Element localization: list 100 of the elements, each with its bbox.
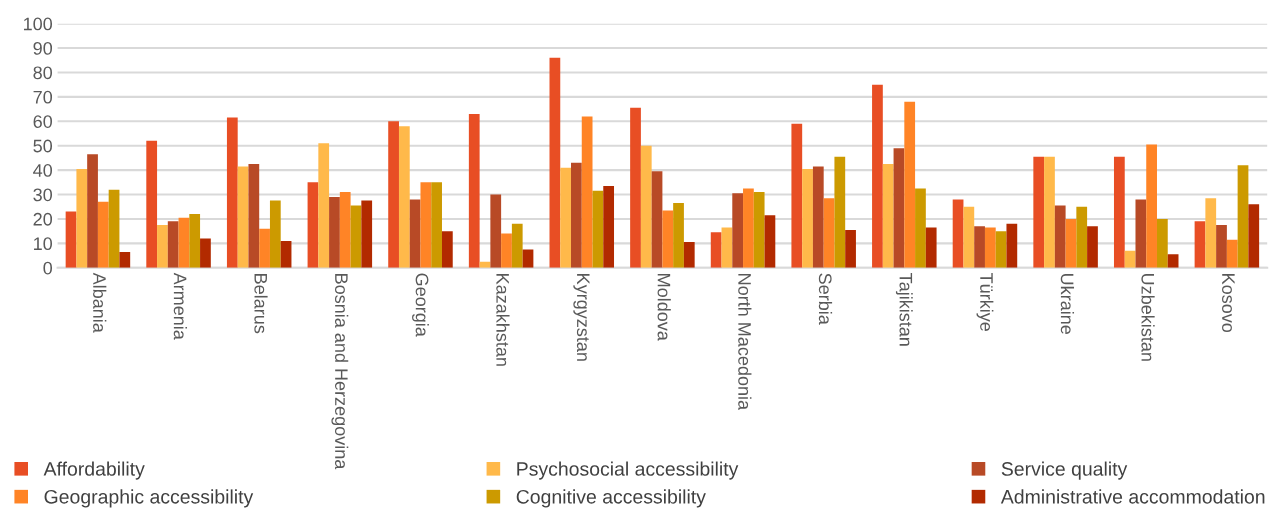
bar	[318, 143, 330, 268]
bar	[662, 210, 674, 268]
bar	[683, 242, 695, 268]
bar	[904, 101, 916, 268]
bar	[845, 229, 856, 268]
y-tick-label: 90	[33, 41, 53, 55]
bar	[1006, 223, 1018, 268]
legend-label: Affordability	[43, 461, 145, 480]
bar	[872, 84, 883, 268]
bar	[963, 206, 975, 268]
x-tick-label: North Macedonia	[738, 274, 752, 411]
bar	[673, 203, 684, 268]
bar	[167, 221, 179, 268]
bar	[1237, 165, 1249, 268]
bar	[915, 188, 926, 268]
x-tick-label: Kazakhstan	[496, 274, 510, 366]
bar	[549, 57, 561, 268]
x-tick-label: Tajikistan	[895, 273, 913, 346]
bar	[87, 154, 98, 268]
bar	[592, 190, 604, 268]
bar	[732, 193, 744, 268]
bar	[764, 215, 776, 268]
bar	[651, 171, 663, 268]
bar	[834, 156, 846, 268]
bar	[1087, 226, 1098, 268]
bar	[710, 232, 722, 268]
bar	[490, 194, 502, 268]
bar	[1205, 198, 1217, 268]
bar	[189, 214, 201, 268]
bar	[753, 192, 765, 268]
x-tick-label: Armenia	[173, 272, 187, 340]
bar	[791, 123, 803, 268]
bar	[350, 205, 362, 268]
bar	[200, 238, 211, 268]
bar	[269, 200, 281, 268]
bar	[823, 198, 835, 268]
legend-label: Psychosocial accessibility	[517, 461, 739, 480]
legend-label: Cognitive accessibility	[516, 489, 706, 508]
x-tick-label: Ukraine	[1060, 274, 1075, 335]
bar	[603, 185, 615, 268]
bar	[431, 182, 442, 268]
bar	[802, 168, 813, 268]
bar	[1044, 156, 1055, 268]
bar	[248, 164, 260, 268]
bar	[1065, 218, 1077, 268]
bar	[1113, 156, 1125, 268]
bar	[522, 249, 534, 268]
y-tick-label: 50	[33, 139, 53, 153]
bar	[1248, 204, 1260, 268]
bar	[511, 223, 523, 268]
bar	[329, 196, 340, 268]
bar	[409, 199, 421, 268]
x-tick-label: Belarus	[254, 274, 268, 334]
bar	[984, 227, 996, 268]
bar	[157, 225, 168, 268]
bar	[1076, 206, 1088, 268]
bar	[743, 188, 754, 268]
x-tick-label: Bosnia and Herzegovina	[331, 274, 349, 470]
bar	[721, 227, 733, 268]
bar	[995, 231, 1007, 268]
bar	[259, 228, 270, 268]
legend-label: Administrative accommodation	[1000, 489, 1265, 504]
y-tick-label: 60	[33, 115, 53, 128]
bar	[1033, 156, 1045, 268]
bar	[952, 199, 964, 268]
y-tick-label: 70	[33, 90, 53, 104]
bar	[630, 107, 641, 268]
bar	[1167, 254, 1179, 268]
bar	[361, 200, 373, 268]
bar	[339, 192, 351, 268]
bar	[146, 140, 158, 268]
bar	[468, 113, 480, 268]
bar	[1146, 144, 1157, 268]
bar	[974, 226, 985, 268]
bar	[882, 164, 894, 268]
bar	[97, 201, 109, 268]
bar	[65, 211, 77, 268]
x-tick-label: Georgia	[412, 273, 429, 337]
bar	[893, 148, 905, 268]
bar	[237, 166, 249, 268]
bar	[1156, 218, 1168, 268]
legend-label: Geographic accessibility	[44, 489, 254, 508]
x-tick-label: Uzbekistan	[1141, 274, 1155, 361]
bar	[1054, 205, 1066, 268]
bar	[581, 116, 593, 268]
bar	[812, 166, 824, 268]
bar	[108, 189, 120, 268]
bar	[119, 251, 131, 268]
bar	[76, 168, 88, 268]
bar	[571, 162, 582, 268]
bar	[925, 227, 937, 268]
x-tick-label: Serbia	[818, 273, 833, 325]
y-tick-label: 10	[34, 237, 53, 251]
y-tick-label: 80	[33, 66, 53, 80]
bar	[388, 121, 399, 268]
y-tick-label: 100	[23, 17, 53, 31]
bar	[420, 182, 432, 268]
x-tick-label: Moldova	[657, 274, 671, 341]
y-tick-label: 30	[33, 188, 53, 202]
bar	[280, 240, 292, 268]
